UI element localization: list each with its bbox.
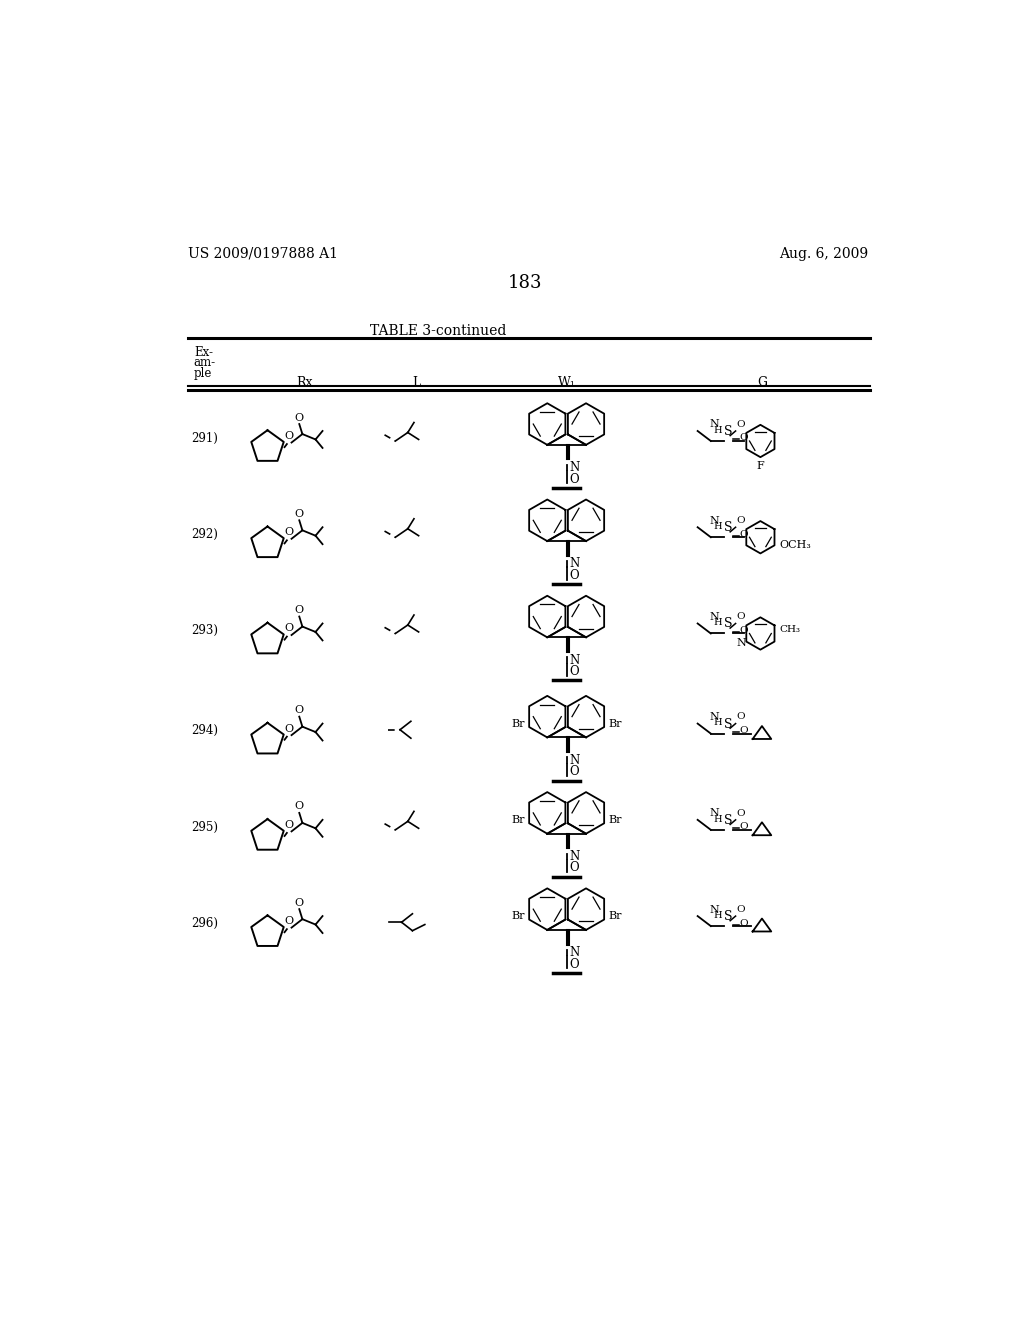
- Text: US 2009/0197888 A1: US 2009/0197888 A1: [188, 247, 339, 261]
- Text: S: S: [724, 521, 732, 535]
- Text: H: H: [714, 814, 722, 824]
- Text: O: O: [569, 665, 580, 678]
- Text: O: O: [285, 723, 294, 734]
- Text: Br: Br: [608, 718, 622, 729]
- Text: O: O: [285, 623, 294, 634]
- Text: O: O: [569, 862, 580, 874]
- Text: Br: Br: [608, 814, 622, 825]
- Text: Rx: Rx: [297, 376, 313, 388]
- Text: 294): 294): [191, 725, 218, 738]
- Text: L: L: [413, 376, 421, 388]
- Text: TABLE 3-continued: TABLE 3-continued: [370, 323, 506, 338]
- Text: H: H: [714, 911, 722, 920]
- Text: H: H: [714, 618, 722, 627]
- Text: am-: am-: [194, 356, 216, 370]
- Text: O: O: [736, 612, 745, 622]
- Text: 295): 295): [191, 821, 218, 834]
- Text: O: O: [736, 713, 745, 721]
- Text: Br: Br: [511, 911, 524, 921]
- Text: H: H: [714, 718, 722, 727]
- Text: N: N: [736, 639, 746, 648]
- Text: Br: Br: [511, 814, 524, 825]
- Text: N: N: [710, 904, 720, 915]
- Text: O: O: [295, 605, 304, 615]
- Text: N: N: [569, 754, 580, 767]
- Text: O: O: [739, 626, 749, 635]
- Text: O: O: [739, 529, 749, 539]
- Text: S: S: [724, 718, 732, 730]
- Text: Br: Br: [511, 718, 524, 729]
- Text: N: N: [569, 946, 580, 960]
- Text: OCH₃: OCH₃: [779, 540, 811, 550]
- Text: N: N: [569, 850, 580, 863]
- Text: O: O: [295, 898, 304, 908]
- Text: O: O: [569, 569, 580, 582]
- Text: N: N: [710, 711, 720, 722]
- Text: F: F: [757, 461, 764, 471]
- Text: O: O: [569, 473, 580, 486]
- Text: O: O: [736, 516, 745, 525]
- Text: N: N: [710, 612, 720, 622]
- Text: N: N: [569, 653, 580, 667]
- Text: 292): 292): [191, 528, 218, 541]
- Text: S: S: [724, 909, 732, 923]
- Text: O: O: [285, 820, 294, 830]
- Text: Ex-: Ex-: [194, 346, 213, 359]
- Text: 296): 296): [191, 917, 218, 929]
- Text: O: O: [739, 822, 749, 832]
- Text: O: O: [739, 433, 749, 442]
- Text: O: O: [736, 809, 745, 817]
- Text: CH₃: CH₃: [779, 626, 800, 634]
- Text: O: O: [739, 919, 749, 928]
- Text: N: N: [569, 461, 580, 474]
- Text: ple: ple: [194, 367, 212, 380]
- Text: G: G: [757, 376, 767, 388]
- Text: O: O: [569, 766, 580, 779]
- Text: H: H: [714, 523, 722, 531]
- Text: O: O: [295, 508, 304, 519]
- Text: 293): 293): [191, 624, 218, 638]
- Text: 291): 291): [191, 432, 218, 445]
- Text: O: O: [285, 916, 294, 927]
- Text: O: O: [295, 705, 304, 715]
- Text: O: O: [295, 413, 304, 422]
- Text: S: S: [724, 618, 732, 631]
- Text: 183: 183: [508, 275, 542, 292]
- Text: Aug. 6, 2009: Aug. 6, 2009: [779, 247, 868, 261]
- Text: O: O: [295, 801, 304, 812]
- Text: O: O: [285, 432, 294, 441]
- Text: S: S: [724, 813, 732, 826]
- Text: Br: Br: [608, 911, 622, 921]
- Text: W₁: W₁: [558, 376, 575, 388]
- Text: N: N: [710, 516, 720, 525]
- Text: S: S: [724, 425, 732, 438]
- Text: O: O: [739, 726, 749, 735]
- Text: O: O: [285, 527, 294, 537]
- Text: H: H: [714, 426, 722, 434]
- Text: O: O: [736, 904, 745, 913]
- Text: N: N: [569, 557, 580, 570]
- Text: N: N: [710, 808, 720, 818]
- Text: O: O: [736, 420, 745, 429]
- Text: N: N: [710, 420, 720, 429]
- Text: O: O: [569, 958, 580, 970]
